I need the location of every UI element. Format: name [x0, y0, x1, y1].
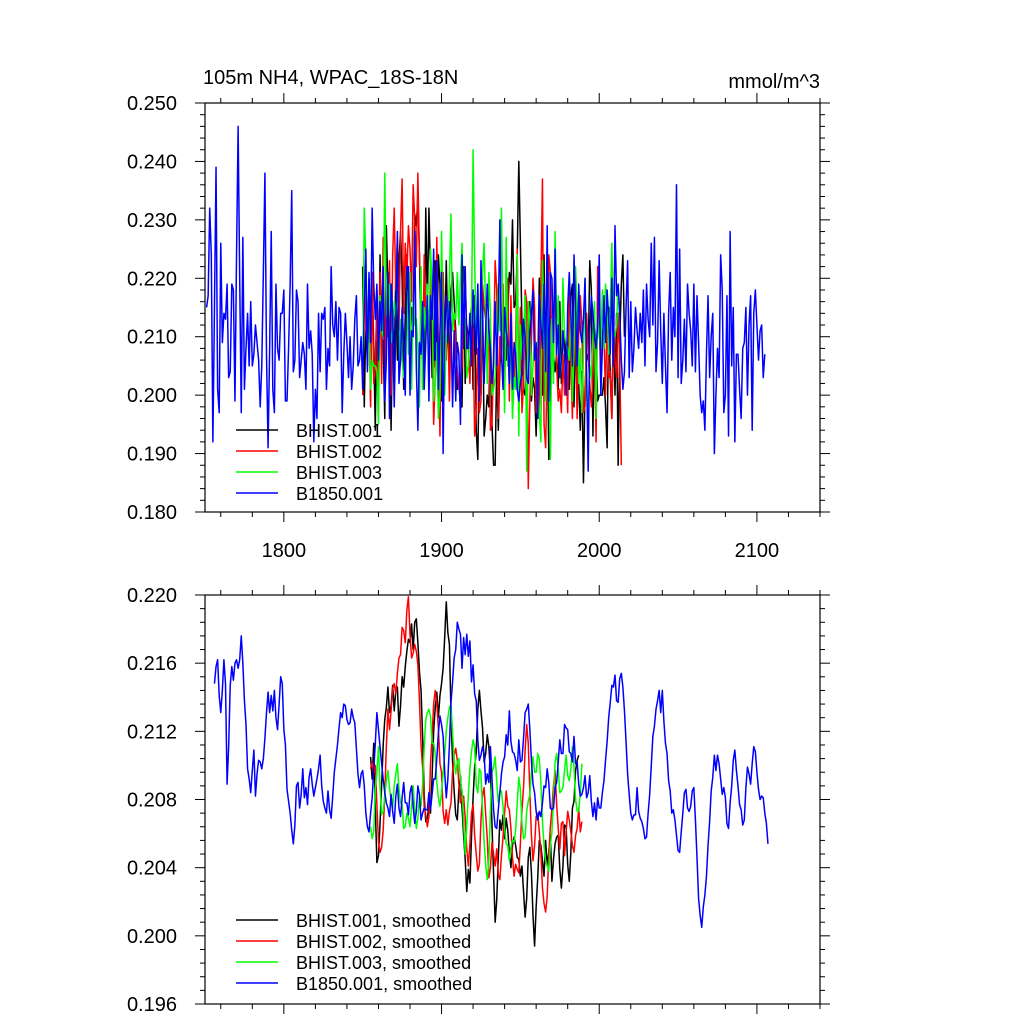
top-x-tick-label: 2000: [577, 540, 622, 562]
bottom-legend-label-1: BHIST.001, smoothed: [296, 911, 471, 931]
top-y-tick-label: 0.210: [127, 327, 177, 349]
bottom-legend-label-2: BHIST.002, smoothed: [296, 932, 471, 952]
bottom-y-tick-label: 0.204: [127, 858, 177, 880]
bottom-legend-label-3: BHIST.003, smoothed: [296, 953, 471, 973]
bottom-y-tick-label: 0.196: [127, 994, 177, 1016]
top-legend-label-4: B1850.001: [296, 484, 383, 504]
bottom-panel: 0.196 0.200 0.204 0.208 0.212 0.216 0.220 BHIST…: [127, 585, 830, 1016]
top-panel-units: mmol/m^3: [728, 71, 820, 93]
top-y-tick-label: 0.220: [127, 268, 177, 290]
bottom-series-line-2: [369, 595, 583, 913]
top-y-tick-label: 0.190: [127, 444, 177, 466]
top-series-line-4: [205, 125, 766, 472]
bottom-y-tick-label: 0.216: [127, 653, 177, 675]
bottom-y-tick-label: 0.208: [127, 790, 177, 812]
top-legend-label-2: BHIST.002: [296, 442, 382, 462]
top-legend-label-1: BHIST.001: [296, 421, 382, 441]
bottom-legend-label-4: B1850.001, smoothed: [296, 974, 472, 994]
bottom-y-tick-label: 0.212: [127, 721, 177, 743]
top-panel: 105m NH4, WPAC_18S-18N mmol/m^3 1800 1900…: [127, 67, 830, 562]
top-x-tick-label: 1800: [262, 540, 307, 562]
top-panel-title: 105m NH4, WPAC_18S-18N: [203, 67, 458, 89]
bottom-y-tick-label: 0.200: [127, 926, 177, 948]
top-y-tick-label: 0.200: [127, 385, 177, 407]
top-x-tick-label: 1900: [419, 540, 464, 562]
bottom-y-tick-label: 0.220: [127, 585, 177, 607]
top-y-tick-label: 0.180: [127, 502, 177, 524]
top-plot-frame: [204, 102, 821, 513]
top-y-tick-label: 0.250: [127, 93, 177, 115]
bottom-series-line-4: [213, 621, 769, 929]
top-y-tick-label: 0.240: [127, 151, 177, 173]
bottom-series-line-1: [369, 601, 580, 947]
top-x-tick-label: 2100: [735, 540, 780, 562]
top-legend-label-3: BHIST.003: [296, 463, 382, 483]
top-y-tick-label: 0.230: [127, 210, 177, 232]
bottom-series-line-3: [369, 703, 583, 881]
